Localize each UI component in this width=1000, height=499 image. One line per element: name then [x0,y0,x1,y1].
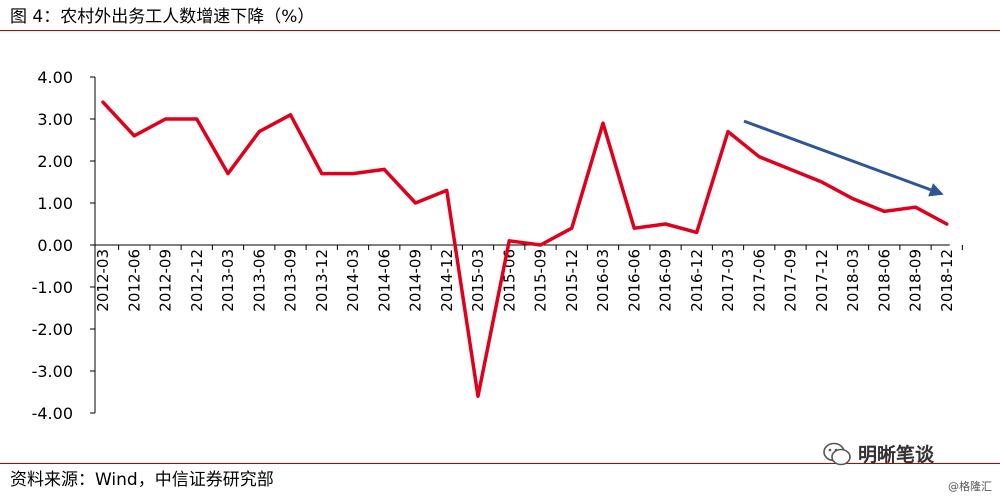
x-tick-label: 2016-03 [594,249,612,312]
brand-name: 明晰笔谈 [858,444,935,466]
data-point [507,239,511,243]
data-point [414,201,417,205]
source-note: 资料来源：Wind，中信证券研究部 [10,470,274,490]
x-tick-label: 2012-12 [188,249,206,312]
x-tick-label: 2017-12 [813,249,831,312]
y-tick-label: 3.00 [37,110,73,129]
data-point [132,134,136,138]
x-tick-label: 2018-09 [907,249,925,312]
wechat-icon [823,442,851,465]
x-tick-label: 2015-09 [532,249,550,312]
data-point [226,172,230,176]
trend-arrow-shaft [743,119,932,192]
y-tick-label: -4.00 [32,404,73,423]
x-tick-label: 2014-09 [407,249,425,312]
x-tick-label: 2018-03 [844,249,862,312]
x-tick-label: 2015-12 [563,249,581,312]
y-tick-label: -3.00 [32,362,73,381]
x-tick-label: 2016-12 [688,249,706,312]
x-tick-label: 2012-03 [94,249,112,312]
data-point [882,209,886,213]
data-point [695,230,699,234]
data-point [101,100,105,104]
data-point [164,117,167,121]
data-point [570,226,574,230]
data-point [351,172,355,176]
line-chart: 4.00 3.00 2.00 1.00 0.00 -1.00 -2.00 -3.00 -4.00… [32,68,963,423]
x-tick-label: 2017-06 [750,249,768,312]
y-tick-label: 1.00 [37,194,73,213]
data-point [382,167,386,171]
data-point [539,243,542,247]
x-tick-label: 2017-03 [719,249,737,312]
x-tick-label: 2015-03 [469,249,487,312]
x-tick-label: 2014-12 [438,249,456,312]
data-point [664,222,667,226]
x-tick-label: 2016-06 [625,249,643,312]
x-tick-label: 2012-09 [157,249,175,312]
x-tick-label: 2014-03 [344,249,362,312]
data-point [601,121,605,125]
data-point [257,130,261,134]
data-point [289,113,292,117]
x-tick-label: 2014-06 [375,249,393,312]
x-tick-label: 2016-09 [657,249,675,312]
y-tick-label: -2.00 [32,320,73,339]
data-point [757,155,761,159]
y-tick-label: 2.00 [37,152,73,171]
data-point [320,172,324,176]
data-point [789,167,792,171]
title-divider [0,30,1000,31]
data-point [476,394,480,398]
y-tick-label: 4.00 [37,68,73,87]
y-tick-label: 0.00 [37,236,73,255]
x-tick-label: 2013-12 [313,249,331,312]
watermark-text: @格隆汇 [948,480,992,493]
data-point [851,197,855,201]
x-tick-label: 2012-06 [125,249,143,312]
data-point [195,117,199,121]
x-tick-label: 2013-06 [250,249,268,312]
x-tick-label: 2018-12 [938,249,956,312]
y-tick-label: -1.00 [32,278,73,297]
x-tick-label: 2013-03 [219,249,237,312]
data-point [632,226,636,230]
data-point [914,205,917,209]
x-tick-label: 2017-09 [782,249,800,312]
trend-arrow-head [928,183,944,197]
data-point [726,130,730,134]
footer-divider [0,463,1000,464]
series-line [101,100,949,398]
data-point [945,222,949,226]
data-point [445,188,449,192]
x-tick-label: 2013-09 [282,249,300,312]
chart-title: 图 4：农村外出务工人数增速下降（%） [10,7,315,27]
data-point [820,180,824,184]
x-tick-label: 2018-06 [875,249,893,312]
brand-watermark: 明晰笔谈 [822,440,934,467]
